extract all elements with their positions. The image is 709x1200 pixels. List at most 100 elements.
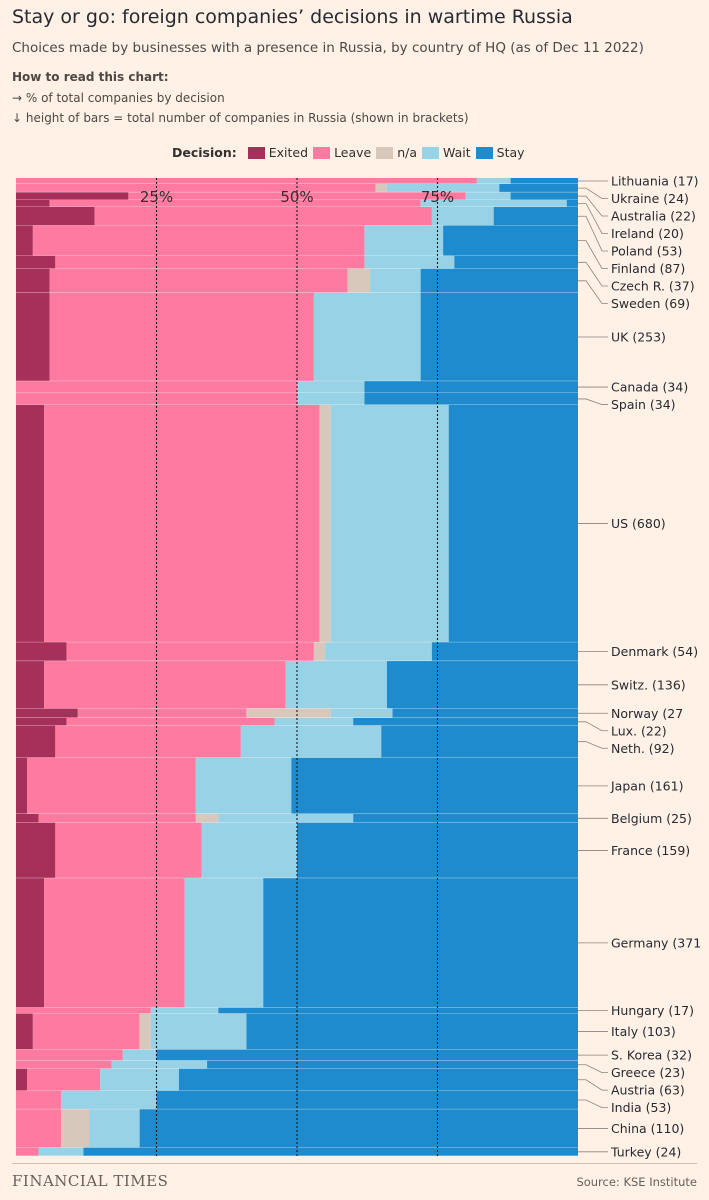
bar-segment-stay (218, 1007, 578, 1014)
bar-segment-leave (44, 878, 185, 1008)
bar-segment-stay (156, 1049, 578, 1061)
bar-segment-leave (128, 192, 466, 200)
row-label: France (159) (611, 843, 690, 858)
bar-segment-stay (448, 404, 578, 643)
bar-segment-wait (330, 708, 393, 718)
bar-segment-wait (431, 206, 494, 226)
bar-segment-leave (16, 1049, 123, 1061)
bar-segment-leave (49, 292, 314, 382)
legend-label-wait: Wait (443, 145, 471, 160)
bar-segment-exited (16, 255, 56, 269)
chart-title: Stay or go: foreign companies’ decisions… (12, 6, 573, 28)
bar-segment-leave (55, 822, 202, 879)
legend-swatch-wait (422, 146, 440, 159)
row-label: Poland (53) (611, 243, 682, 258)
row-label: Switz. (136) (611, 677, 686, 692)
bar-segment-wait (150, 1013, 247, 1050)
bar-segment-stay (510, 178, 578, 184)
row-label: US (680) (611, 516, 666, 531)
bar-segment-leave (38, 813, 196, 823)
source-note: Source: KSE Institute (576, 1175, 697, 1189)
bar-segment-stay (381, 725, 578, 758)
bar-segment-leave (49, 268, 348, 293)
row-label: Turkey (24) (610, 1144, 681, 1159)
bar-segment-stay (263, 878, 578, 1008)
bar-segment-wait (285, 661, 387, 709)
chart-subtitle: Choices made by businesses with a presen… (12, 40, 644, 56)
bar-segment-wait (364, 255, 455, 269)
bar-segment-wait (100, 1068, 179, 1091)
bar-segment-na (139, 1013, 151, 1050)
how-to-read-line-2: ↓ height of bars = total number of compa… (12, 111, 469, 125)
bar-segment-wait (386, 183, 500, 193)
bar-segment-na (319, 404, 331, 643)
bar-segment-na (195, 813, 219, 823)
bar-segment-wait (370, 268, 421, 293)
bar-segment-stay (291, 757, 578, 814)
bar-segment-stay (443, 225, 578, 256)
bar-segment-exited (16, 661, 45, 709)
x-tick-label: 50% (280, 188, 313, 206)
bar-segment-wait (420, 199, 567, 207)
bar-segment-leave (32, 1013, 140, 1050)
legend-swatch-na (376, 146, 394, 159)
bar-segment-wait (240, 725, 382, 758)
bar-segment-leave (16, 1109, 61, 1148)
legend-swatch-exited (247, 146, 265, 159)
bar-segment-wait (60, 1090, 157, 1110)
row-label: Finland (87) (611, 261, 685, 276)
bar-segment-wait (89, 1109, 140, 1148)
bar-segment-stay (207, 1060, 578, 1069)
label-leader (578, 187, 608, 199)
bar-segment-stay (420, 292, 578, 382)
row-label: Spain (34) (611, 397, 676, 412)
bar-segment-stay (156, 1090, 578, 1110)
bar-segment-exited (16, 292, 50, 382)
bar-segment-na (60, 1109, 90, 1148)
bar-segment-wait (201, 822, 297, 879)
legend-label-leave: Leave (334, 145, 372, 160)
label-leader (578, 1079, 608, 1091)
bar-segment-wait (330, 404, 449, 643)
label-leader (578, 721, 608, 732)
row-label: Norway (27 (611, 706, 683, 721)
row-label: Czech R. (37) (611, 278, 695, 293)
bar-segment-stay (499, 183, 578, 193)
legend-swatch-leave (313, 146, 331, 159)
bar-segment-stay (386, 661, 578, 709)
row-label: Sweden (69) (611, 296, 690, 311)
how-to-read-line-1: → % of total companies by decision (12, 91, 225, 105)
label-leader (578, 215, 608, 252)
row-label: India (53) (611, 1100, 671, 1115)
bar-segment-exited (16, 206, 95, 226)
row-label: Lux. (22) (611, 723, 667, 738)
bar-segment-stay (454, 255, 578, 269)
label-leader (578, 261, 608, 287)
bar-segment-leave (16, 1090, 61, 1110)
bar-segment-stay (510, 192, 578, 200)
bar-segment-stay (364, 393, 578, 405)
legend-label-stay: Stay (496, 145, 525, 160)
bar-segment-leave (27, 757, 196, 814)
bar-segment-stay (420, 268, 578, 293)
row-label: Germany (371 (611, 935, 701, 950)
bar-segment-leave (55, 255, 365, 269)
bar-segment-na (347, 268, 371, 293)
row-label: UK (253) (611, 329, 666, 344)
bar-segment-wait (218, 813, 354, 823)
bar-segment-leave (94, 206, 432, 226)
bar-segment-wait (364, 225, 444, 256)
row-label: Ireland (20) (611, 226, 684, 241)
row-label: S. Korea (32) (611, 1048, 692, 1063)
bar-segment-leave (44, 404, 320, 643)
bar-segment-exited (16, 1068, 28, 1091)
bar-segment-stay (139, 1109, 578, 1148)
row-label: China (110) (611, 1121, 684, 1136)
bar-segment-wait (184, 878, 264, 1008)
row-label: Belgium (25) (611, 811, 692, 826)
bar-segment-stay (83, 1147, 578, 1156)
bar-segment-exited (16, 757, 28, 814)
ft-logo: FINANCIAL TIMES (12, 1172, 169, 1190)
bar-segment-exited (16, 268, 50, 293)
